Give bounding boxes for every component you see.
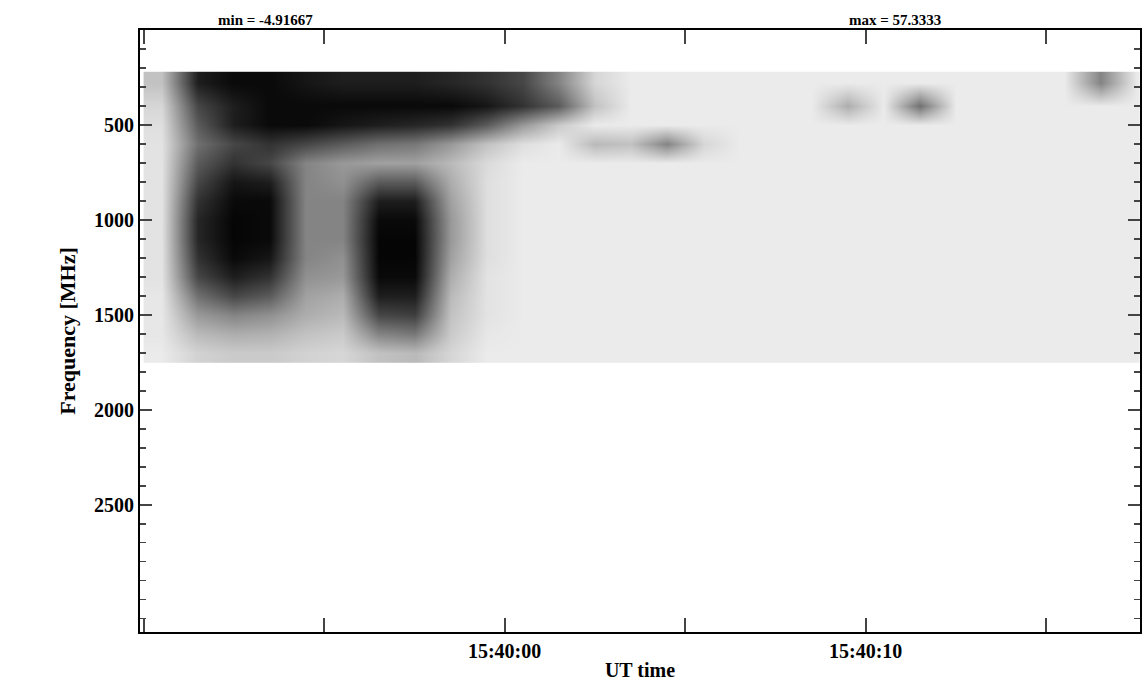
svg-text:2000: 2000 bbox=[94, 399, 134, 421]
svg-text:15:40:00: 15:40:00 bbox=[468, 640, 541, 662]
svg-text:min = -4.91667: min = -4.91667 bbox=[218, 12, 313, 28]
svg-text:1000: 1000 bbox=[94, 209, 134, 231]
svg-text:1500: 1500 bbox=[94, 304, 134, 326]
svg-text:max = 57.3333: max = 57.3333 bbox=[849, 12, 941, 28]
svg-text:UT time: UT time bbox=[605, 659, 675, 681]
svg-text:15:40:10: 15:40:10 bbox=[829, 640, 902, 662]
svg-text:2500: 2500 bbox=[94, 494, 134, 516]
svg-text:Frequency [MHz]: Frequency [MHz] bbox=[55, 247, 80, 415]
svg-text:500: 500 bbox=[104, 114, 134, 136]
